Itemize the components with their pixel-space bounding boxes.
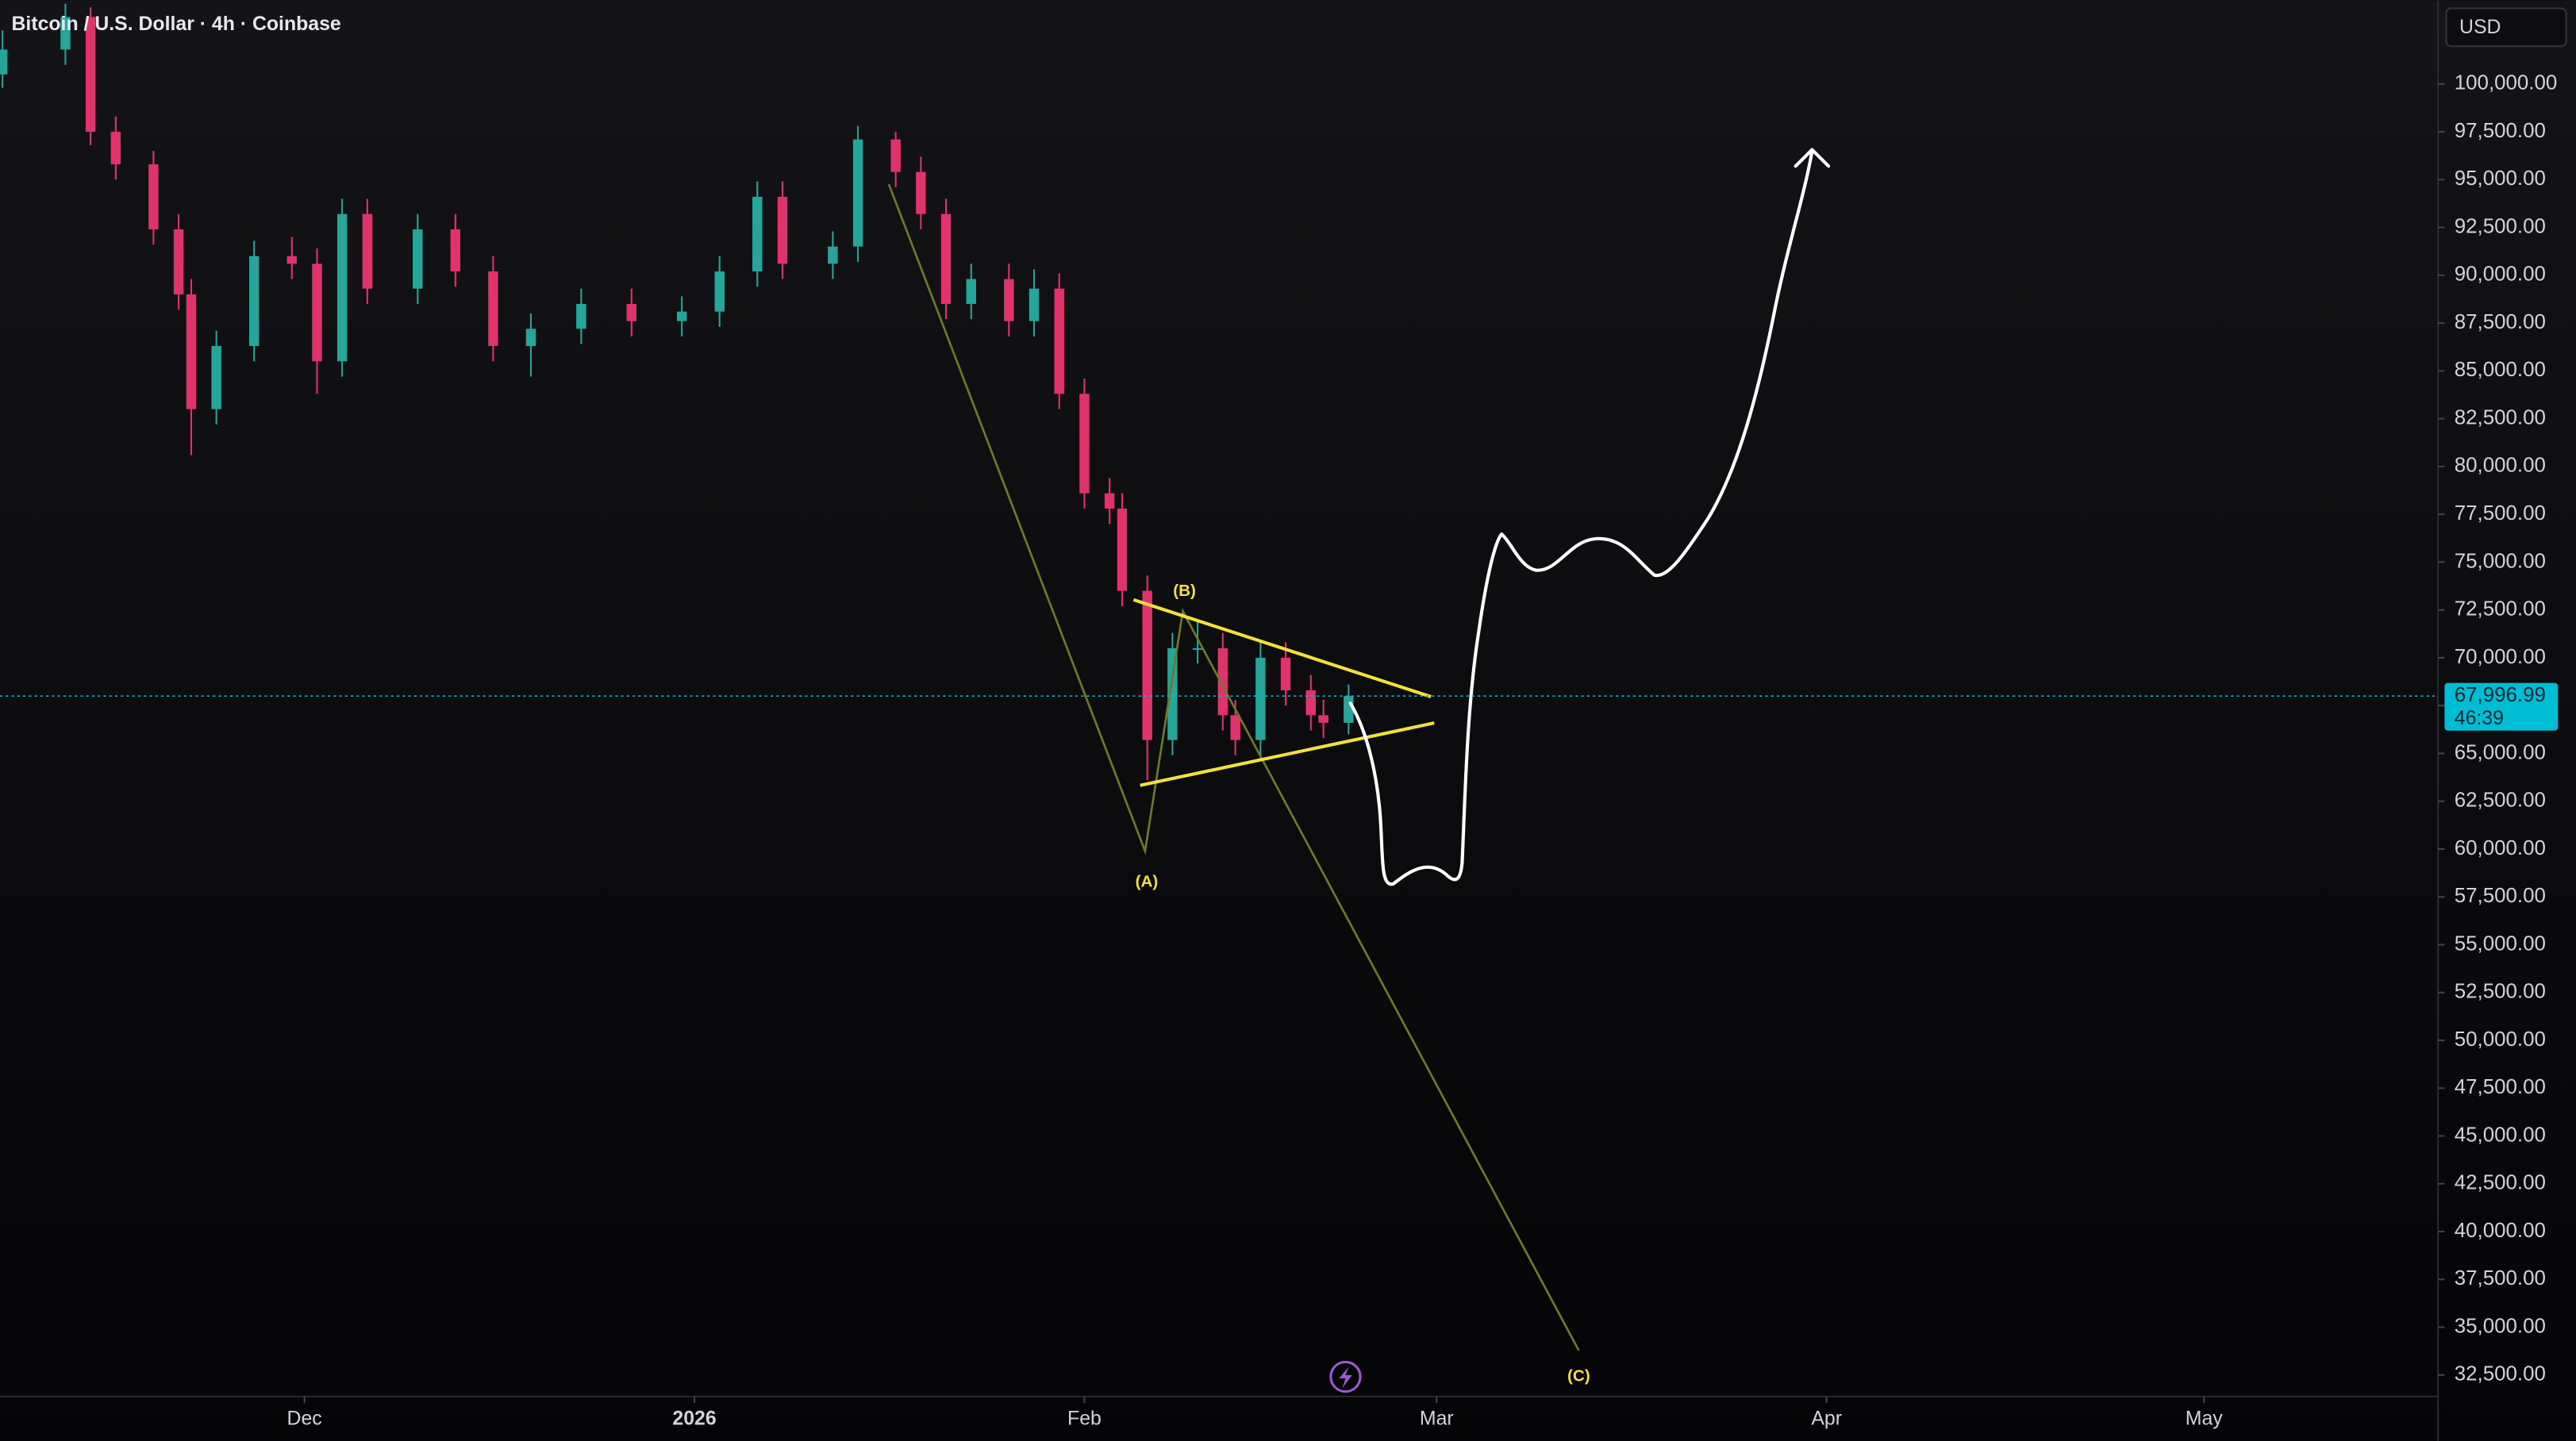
candle-body xyxy=(752,197,763,272)
y-tick-label: 37,500.00 xyxy=(2455,1267,2546,1289)
candle-body xyxy=(148,164,159,230)
candle-body xyxy=(852,139,863,247)
y-tick-label: 80,000.00 xyxy=(2455,455,2546,477)
candle-body xyxy=(1004,279,1014,321)
candle-body xyxy=(1255,657,1266,740)
flash-icon[interactable] xyxy=(1329,1360,1362,1393)
y-tick-label: 87,500.00 xyxy=(2455,311,2546,333)
candle-body xyxy=(676,311,687,321)
y-tick-label: 62,500.00 xyxy=(2455,790,2546,812)
y-tick-label: 45,000.00 xyxy=(2455,1124,2546,1146)
countdown-label: 46:39 xyxy=(2455,708,2504,729)
candle-body xyxy=(966,279,976,305)
chart-title: Bitcoin / U.S. Dollar · 4h · Coinbase xyxy=(11,13,340,35)
candle-body xyxy=(0,49,8,75)
candle-body xyxy=(1054,288,1064,394)
triangle-lower xyxy=(1140,721,1435,787)
y-tick-label: 75,000.00 xyxy=(2455,550,2546,572)
x-tick-label: Feb xyxy=(1067,1408,1102,1429)
x-tick-label: Apr xyxy=(1811,1408,1842,1429)
y-tick-label: 100,000.00 xyxy=(2455,72,2557,94)
y-tick-label: 77,500.00 xyxy=(2455,502,2546,525)
candle-body xyxy=(1217,647,1228,716)
candle-body xyxy=(110,132,121,165)
y-tick-label: 50,000.00 xyxy=(2455,1028,2546,1051)
y-tick-label: 40,000.00 xyxy=(2455,1220,2546,1242)
candle-body xyxy=(488,271,498,347)
candle-body xyxy=(1230,715,1240,740)
wave-label: (C) xyxy=(1567,1366,1590,1385)
y-tick-label: 90,000.00 xyxy=(2455,263,2546,286)
y-tick-label: 82,500.00 xyxy=(2455,406,2546,428)
candle-body xyxy=(525,329,536,347)
y-tick-label: 95,000.00 xyxy=(2455,167,2546,190)
last-price-box xyxy=(2444,682,2559,731)
x-tick-label: Mar xyxy=(1420,1408,1454,1429)
y-tick-label: 60,000.00 xyxy=(2455,837,2546,859)
candle-body xyxy=(1142,590,1152,740)
y-tick-label: 42,500.00 xyxy=(2455,1172,2546,1194)
candle-body xyxy=(1192,647,1203,650)
candle-body xyxy=(173,229,184,294)
candle-body xyxy=(916,171,926,214)
candle-body xyxy=(1318,715,1328,723)
y-tick-label: 35,000.00 xyxy=(2455,1315,2546,1337)
candle-body xyxy=(286,256,297,264)
y-tick-label: 55,000.00 xyxy=(2455,932,2546,955)
y-tick-label: 52,500.00 xyxy=(2455,981,2546,1003)
y-tick-label: 97,500.00 xyxy=(2455,120,2546,142)
flash-glyph xyxy=(1339,1366,1352,1389)
candle-body xyxy=(1305,690,1316,716)
candle-body xyxy=(248,256,260,347)
y-tick-label: 92,500.00 xyxy=(2455,215,2546,237)
candle-body xyxy=(336,213,348,362)
projection-path xyxy=(1348,148,1831,886)
currency-box[interactable] xyxy=(2445,7,2567,48)
candle-body xyxy=(450,229,461,272)
y-tick-label: 32,500.00 xyxy=(2455,1363,2546,1385)
currency-label: USD xyxy=(2459,17,2501,38)
candle-body xyxy=(1117,508,1128,591)
y-tick-label: 85,000.00 xyxy=(2455,359,2546,381)
candle-body xyxy=(413,229,423,289)
candle-body xyxy=(312,263,322,362)
candle-body xyxy=(828,246,838,264)
x-tick-label: 2026 xyxy=(672,1408,716,1429)
candle-body xyxy=(85,17,96,133)
candle-body xyxy=(626,304,636,321)
candle-body xyxy=(1028,288,1040,321)
last-price-label: 67,996.99 xyxy=(2455,684,2546,706)
x-tick-label: May xyxy=(2186,1408,2223,1429)
candle-body xyxy=(714,271,725,312)
wave-line xyxy=(887,183,1580,1351)
candle-body xyxy=(362,213,373,289)
y-tick-label: 72,500.00 xyxy=(2455,598,2546,621)
candle-body xyxy=(186,294,197,409)
y-tick-label: 47,500.00 xyxy=(2455,1076,2546,1098)
candle-body xyxy=(1167,647,1178,740)
y-tick-label: 65,000.00 xyxy=(2455,741,2546,763)
candle-body xyxy=(60,17,71,50)
candle-body xyxy=(890,139,901,172)
wave-label: (A) xyxy=(1136,872,1159,890)
candle-body xyxy=(777,197,788,264)
candle-body xyxy=(576,304,586,329)
triangle-upper xyxy=(1132,598,1432,698)
x-tick-label: Dec xyxy=(287,1408,322,1429)
y-tick-label: 70,000.00 xyxy=(2455,646,2546,668)
plot xyxy=(0,3,1354,781)
candle-body xyxy=(211,346,221,409)
candle-body xyxy=(1079,394,1090,494)
candle-body xyxy=(1104,493,1115,509)
candle-body xyxy=(1280,657,1291,690)
y-tick-label: 57,500.00 xyxy=(2455,885,2546,907)
wave-label: (B) xyxy=(1173,582,1196,600)
candle-body xyxy=(940,213,952,305)
